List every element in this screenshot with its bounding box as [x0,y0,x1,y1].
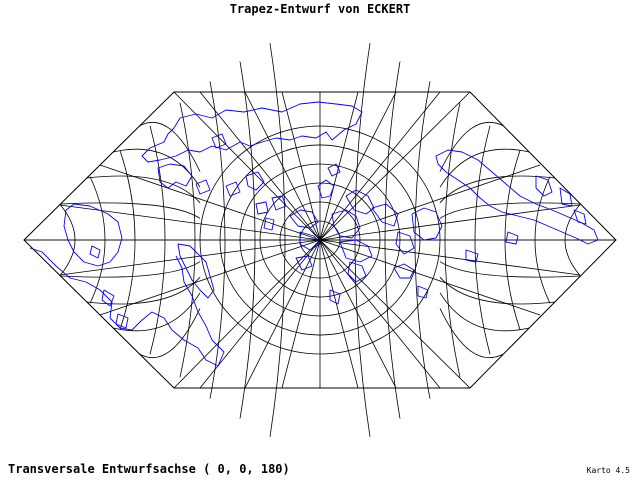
graticule-line [444,102,461,378]
continent-outline [245,171,287,231]
graticule [24,43,616,437]
graticule-line [99,164,321,241]
graticule-line [209,81,226,399]
graticule-line [319,204,581,241]
map-title: Trapez-Entwurf von ECKERT [229,2,411,16]
graticule-line [119,150,136,330]
graticule-line [199,239,321,389]
continent-outline [329,261,415,305]
graticule-line [439,292,530,332]
graticule-line [319,239,397,389]
graticule-line [259,182,381,298]
graticule-line [199,125,441,355]
graticule-line [199,91,321,241]
continent-outline [435,149,599,245]
graticule-line [60,202,201,219]
graticule-line [439,276,555,305]
graticule-line [319,164,541,241]
graticule-line [279,201,361,279]
graticule-line [384,61,401,419]
graticule-line [86,175,201,204]
coastlines [29,101,599,367]
graticule-line [59,239,321,276]
continent-outline [535,175,587,225]
continent-outline [289,209,373,271]
graticule-line [439,261,581,278]
continent-outline [395,207,443,255]
graticule-line [86,276,201,305]
graticule-line [474,125,491,355]
graticule-line [239,163,401,317]
graticule-line [269,43,286,437]
continent-outline [417,231,519,299]
graticule-line [173,91,321,241]
continent-outline [89,245,129,329]
graticule-line [504,150,521,330]
software-credit: Karto 4.5 [586,466,630,475]
projection-axis-label: Transversale Entwurfsachse ( 0, 0, 180) [8,462,290,476]
graticule-line [299,220,341,260]
graticule-line [319,239,471,389]
graticule-line [439,121,504,172]
graticule-line [414,81,431,399]
graticule-line [534,176,551,304]
graticule-line [439,148,530,188]
continent-outline [177,243,215,299]
graticule-line [319,239,581,276]
graticule-line [319,239,441,389]
graticule-line [319,239,541,316]
graticule-line [319,91,441,241]
continent-outline [317,163,399,227]
graticule-line [139,121,201,172]
continent-outline [141,101,363,163]
graticule-line [149,125,166,355]
continent-outline [195,133,241,197]
graticule-line [113,148,201,188]
continent-outline [157,163,193,189]
continent-outline [29,247,225,367]
graticule-line [319,91,471,241]
graticule-line [439,308,504,359]
graticule-line [219,144,421,336]
graticule-line [179,102,196,378]
graticule-line [113,292,201,332]
continent-outline [63,203,123,267]
graticule-line [239,61,256,419]
graticule-line [139,308,201,359]
graticule-line [59,204,321,241]
graticule-line [439,202,581,219]
graticule-line [60,261,201,278]
graticule-line [89,176,106,304]
graticule-line [173,239,321,389]
